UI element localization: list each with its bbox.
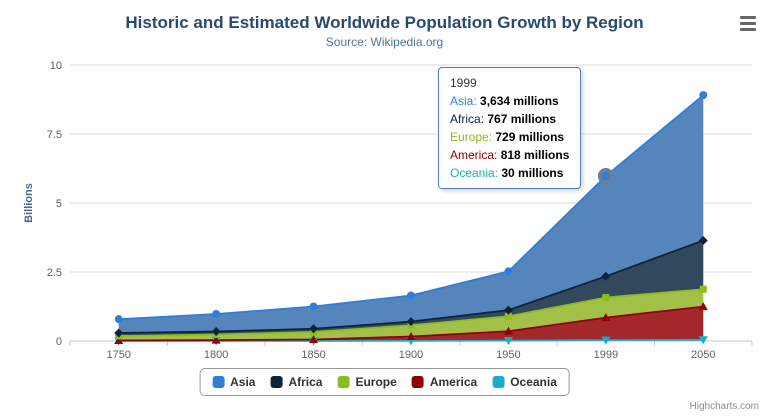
point-america-1750[interactable] (114, 335, 124, 344)
legend-swatch-icon (492, 376, 505, 388)
areas (118, 94, 704, 342)
legend-item-africa[interactable]: Africa (270, 375, 322, 389)
point-africa-1900[interactable] (406, 317, 416, 327)
point-america-1800[interactable] (211, 335, 221, 344)
y-axis-label: 0 (56, 336, 62, 348)
point-africa-1800[interactable] (211, 327, 221, 337)
point-africa-1750[interactable] (114, 328, 124, 338)
point-america-1850[interactable] (309, 334, 319, 343)
y-axis-label: 2.5 (47, 267, 62, 279)
point-asia-1950[interactable] (504, 267, 513, 276)
chart-title: Historic and Estimated Worldwide Populat… (125, 13, 644, 32)
area-america[interactable] (118, 306, 704, 341)
hamburger-icon (740, 28, 756, 31)
x-axis-label: 1750 (106, 349, 130, 361)
point-america-1999[interactable] (601, 313, 611, 322)
x-ticks (69, 341, 753, 346)
point-america-1950[interactable] (503, 326, 513, 335)
x-axis-label: 1800 (204, 349, 228, 361)
legend-item-europe[interactable]: Europe (337, 375, 397, 389)
legend-swatch-icon (212, 376, 225, 388)
legend-swatch-icon (337, 376, 350, 388)
x-axis-label: 1900 (399, 349, 423, 361)
point-europe-2050[interactable] (699, 285, 707, 293)
x-axis-label: 2050 (691, 349, 715, 361)
area-asia[interactable] (118, 95, 704, 334)
x-labels: 1750 1800 1850 1900 1950 1999 2050 (106, 349, 715, 361)
point-africa-1999[interactable] (601, 271, 611, 281)
legend-label: Asia (230, 375, 256, 389)
legend-label: America (429, 375, 478, 389)
legend-label: Europe (355, 375, 397, 389)
legend-label: Africa (288, 375, 323, 389)
point-asia-1750[interactable] (114, 315, 123, 324)
area-africa[interactable] (118, 240, 704, 336)
credits-link[interactable]: Highcharts.com (689, 401, 759, 412)
x-axis-label: 1999 (594, 349, 618, 361)
point-asia-1900[interactable] (407, 291, 415, 300)
chart-subtitle: Source: Wikipedia.org (325, 35, 444, 49)
point-america-2050[interactable] (698, 302, 708, 311)
point-asia-1850[interactable] (309, 302, 318, 311)
y-axis-label: 5 (56, 198, 62, 210)
legend-item-america[interactable]: America (411, 375, 478, 389)
point-asia-2050[interactable] (699, 91, 708, 100)
legend: Asia Africa Europe America Oceania (199, 368, 570, 396)
markers (114, 91, 708, 346)
point-oceania-2050[interactable] (698, 336, 708, 345)
y-axis-label: 7.5 (47, 129, 62, 141)
point-oceania-1950[interactable] (503, 337, 513, 346)
point-africa-1850[interactable] (309, 324, 319, 334)
legend-item-asia[interactable]: Asia (212, 375, 255, 389)
point-africa-2050[interactable] (698, 236, 708, 246)
point-america-1900[interactable] (406, 332, 416, 341)
point-europe-1999[interactable] (602, 293, 610, 301)
hamburger-icon (740, 16, 756, 19)
y-axis-title: Billions (23, 183, 35, 223)
point-africa-1950[interactable] (503, 305, 513, 315)
point-oceania-1999[interactable] (601, 336, 611, 345)
legend-label: Oceania (510, 375, 557, 389)
x-axis-label: 1950 (496, 349, 520, 361)
hamburger-icon (740, 22, 756, 25)
y-axis-label: 10 (50, 60, 62, 72)
x-axis-label: 1850 (301, 349, 325, 361)
point-europe-1950[interactable] (504, 312, 512, 320)
legend-swatch-icon (270, 376, 283, 388)
legend-item-oceania[interactable]: Oceania (492, 375, 557, 389)
legend-swatch-icon (411, 376, 424, 388)
context-menu-button[interactable] (737, 15, 759, 32)
point-asia-1800[interactable] (212, 310, 221, 319)
point-asia-1999[interactable] (601, 172, 610, 181)
